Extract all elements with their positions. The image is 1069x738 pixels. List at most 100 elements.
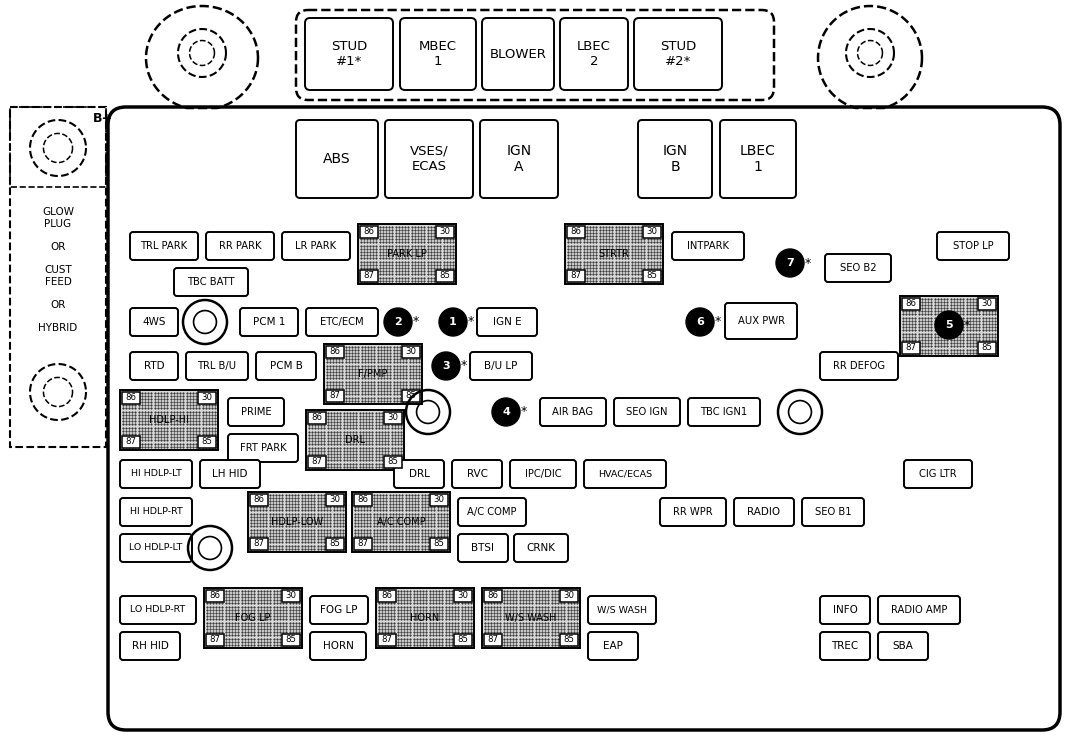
Bar <box>120 390 218 450</box>
Circle shape <box>439 308 467 336</box>
FancyBboxPatch shape <box>480 120 558 198</box>
Text: BLOWER: BLOWER <box>490 47 546 61</box>
Text: LR PARK: LR PARK <box>295 241 337 251</box>
Text: RADIO: RADIO <box>747 507 780 517</box>
Text: LBEC
1: LBEC 1 <box>740 144 776 174</box>
Text: PCM 1: PCM 1 <box>252 317 285 327</box>
Bar <box>206 590 224 602</box>
Text: ABS: ABS <box>323 152 351 166</box>
Text: RADIO AMP: RADIO AMP <box>890 605 947 615</box>
Text: RR PARK: RR PARK <box>219 241 261 251</box>
Bar <box>430 494 448 506</box>
FancyBboxPatch shape <box>296 120 378 198</box>
Text: 86: 86 <box>382 591 392 601</box>
Text: 86: 86 <box>357 495 369 505</box>
FancyBboxPatch shape <box>638 120 712 198</box>
Text: 85: 85 <box>647 272 657 280</box>
Text: 30: 30 <box>439 227 450 236</box>
Text: EAP: EAP <box>603 641 623 651</box>
Text: *: * <box>715 316 722 328</box>
FancyBboxPatch shape <box>120 632 180 660</box>
Text: 86: 86 <box>363 227 374 236</box>
FancyBboxPatch shape <box>477 308 537 336</box>
Text: DRL: DRL <box>345 435 365 445</box>
Text: SEO B1: SEO B1 <box>815 507 851 517</box>
FancyBboxPatch shape <box>458 534 508 562</box>
Bar <box>376 588 474 648</box>
Bar <box>122 436 140 448</box>
Text: 85: 85 <box>981 343 992 353</box>
Text: 86: 86 <box>905 300 916 308</box>
FancyBboxPatch shape <box>130 352 179 380</box>
FancyBboxPatch shape <box>725 303 797 339</box>
FancyBboxPatch shape <box>588 632 638 660</box>
FancyBboxPatch shape <box>734 498 794 526</box>
Bar <box>902 298 920 310</box>
Text: 86: 86 <box>571 227 582 236</box>
FancyBboxPatch shape <box>588 596 656 624</box>
Circle shape <box>384 308 412 336</box>
Bar <box>122 392 140 404</box>
FancyBboxPatch shape <box>200 460 260 488</box>
FancyBboxPatch shape <box>130 308 179 336</box>
Text: 30: 30 <box>981 300 992 308</box>
Bar <box>198 436 216 448</box>
Text: FRT PARK: FRT PARK <box>239 443 286 453</box>
Bar <box>308 412 326 424</box>
FancyBboxPatch shape <box>470 352 532 380</box>
Text: 4: 4 <box>502 407 510 417</box>
Text: VSES/
ECAS: VSES/ ECAS <box>409 145 448 173</box>
FancyBboxPatch shape <box>672 232 744 260</box>
Text: INTPARK: INTPARK <box>687 241 729 251</box>
Circle shape <box>432 352 460 380</box>
Text: 30: 30 <box>285 591 296 601</box>
FancyBboxPatch shape <box>660 498 726 526</box>
FancyBboxPatch shape <box>825 254 890 282</box>
FancyBboxPatch shape <box>452 460 502 488</box>
Text: IGN E: IGN E <box>493 317 522 327</box>
Bar <box>248 492 346 552</box>
Text: STUD
#2*: STUD #2* <box>660 40 696 68</box>
Text: 87: 87 <box>363 272 374 280</box>
Text: AUX PWR: AUX PWR <box>738 316 785 326</box>
FancyBboxPatch shape <box>878 632 928 660</box>
Text: LO HDLP-LT: LO HDLP-LT <box>129 543 183 553</box>
FancyBboxPatch shape <box>120 534 192 562</box>
Text: 85: 85 <box>563 635 574 644</box>
Bar <box>324 344 422 404</box>
Text: 87: 87 <box>253 539 264 548</box>
Text: 2: 2 <box>394 317 402 327</box>
FancyBboxPatch shape <box>820 632 870 660</box>
Text: 87: 87 <box>382 635 392 644</box>
Bar <box>900 296 998 356</box>
Bar <box>642 226 661 238</box>
Text: STRTR: STRTR <box>599 249 630 259</box>
Bar <box>430 538 448 550</box>
Text: 1: 1 <box>449 317 456 327</box>
Text: AIR BAG: AIR BAG <box>553 407 593 417</box>
Bar <box>326 346 344 358</box>
Text: GLOW
PLUG

OR

CUST
FEED

OR

HYBRID: GLOW PLUG OR CUST FEED OR HYBRID <box>38 207 78 333</box>
Bar <box>250 494 268 506</box>
FancyBboxPatch shape <box>108 107 1060 730</box>
Bar <box>354 494 372 506</box>
FancyBboxPatch shape <box>385 120 472 198</box>
Text: *: * <box>413 316 419 328</box>
Text: IGN
A: IGN A <box>507 144 531 174</box>
Text: B+: B+ <box>93 111 113 125</box>
FancyBboxPatch shape <box>820 352 898 380</box>
Text: TRL PARK: TRL PARK <box>140 241 187 251</box>
Text: HI HDLP-RT: HI HDLP-RT <box>129 508 183 517</box>
Text: W/S WASH: W/S WASH <box>506 613 557 623</box>
FancyBboxPatch shape <box>241 308 298 336</box>
FancyBboxPatch shape <box>228 398 284 426</box>
Text: FOG LP: FOG LP <box>235 613 270 623</box>
FancyBboxPatch shape <box>482 18 554 90</box>
Text: W/S WASH: W/S WASH <box>597 605 647 615</box>
Bar <box>402 390 420 402</box>
Bar <box>484 590 502 602</box>
FancyBboxPatch shape <box>400 18 476 90</box>
FancyBboxPatch shape <box>130 232 198 260</box>
Bar <box>902 342 920 354</box>
Text: LO HDLP-RT: LO HDLP-RT <box>130 605 186 615</box>
